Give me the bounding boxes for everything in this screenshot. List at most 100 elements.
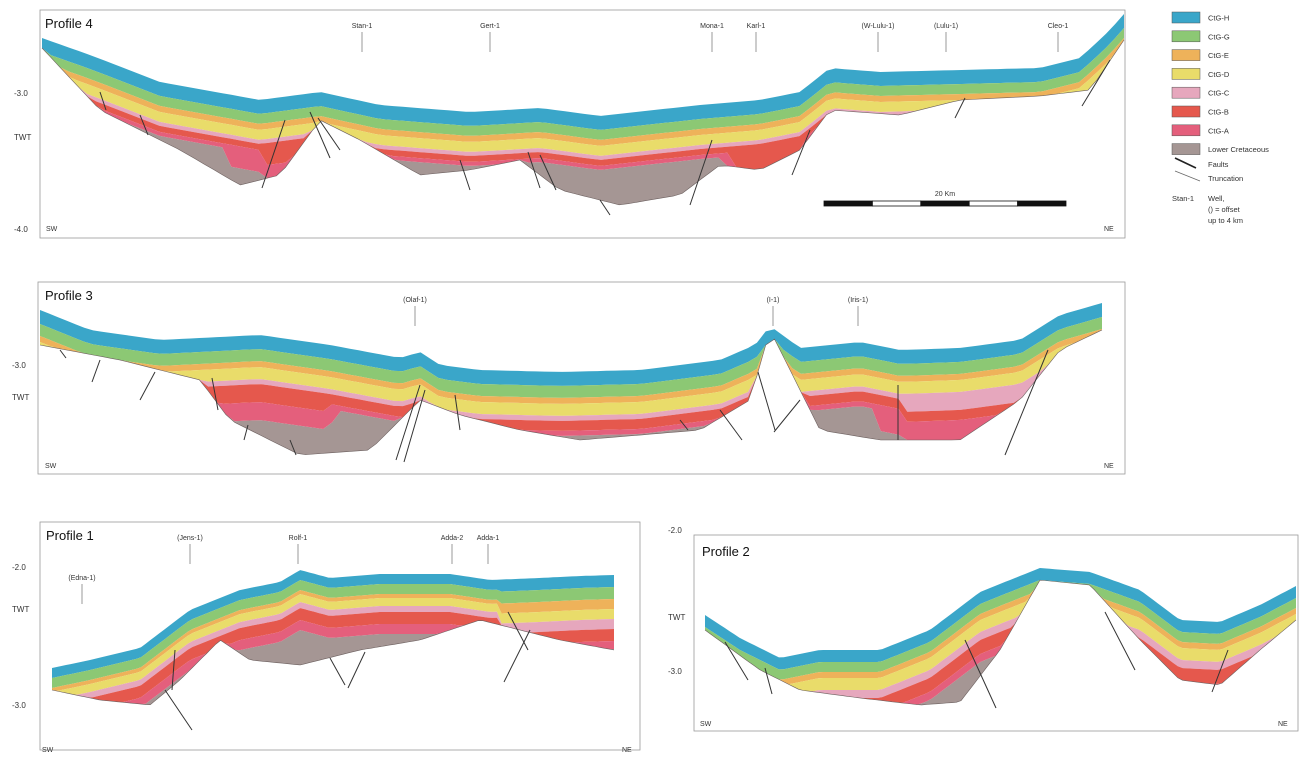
- profile-1-tick-0: -2.0: [12, 563, 26, 572]
- scale-bar-segment-2: [920, 200, 970, 207]
- legend-swatch-4: [1171, 86, 1201, 99]
- profile-4-lower-cretaceous: [42, 40, 1124, 205]
- profile-4-fault-11: [954, 97, 966, 119]
- profile-3-fault-5: [289, 439, 297, 456]
- profile-1-layer-ctg-c: [52, 602, 614, 698]
- profile-3-left-end: SW: [45, 463, 57, 470]
- profile-4-fault-12: [1081, 59, 1111, 107]
- profile-4-left-end: SW: [46, 226, 58, 233]
- profile-4-fault-10: [791, 129, 811, 176]
- profile-4-right-end: NE: [1104, 226, 1114, 233]
- profile-3-fault-4: [243, 424, 249, 441]
- profile-2-frame: [693, 534, 1299, 732]
- profile-2-fault-0: [724, 641, 749, 681]
- profile-1-tick-1: -3.0: [12, 701, 26, 710]
- profile-1-layer-ctg-b: [52, 608, 614, 703]
- profile-1-y-axis-label: TWT: [12, 605, 29, 614]
- profile-3-fault-14: [1004, 349, 1049, 456]
- profile-1-well-label-2: Rolf-1: [289, 535, 308, 542]
- profile-1-fault-0: [164, 689, 193, 731]
- profile-1-layer-ctg-h: [52, 570, 614, 678]
- profile-2-fault-2: [964, 639, 997, 709]
- profile-1-layer-ctg-d: [52, 594, 614, 695]
- profile-1-fault-5: [503, 629, 531, 683]
- profile-2-tick-1: -3.0: [668, 667, 682, 676]
- profile-3-fault-7: [403, 389, 426, 463]
- profile-3-fault-6: [395, 384, 421, 461]
- profile-1-left-end: SW: [42, 747, 54, 754]
- profile-4-fault-6: [527, 151, 541, 189]
- profile-1-fault-4: [507, 611, 529, 651]
- profile-4-fault-3: [309, 111, 331, 159]
- profile-2-fault-1: [764, 667, 773, 695]
- legend-well-symbol-label: Stan-1: [1172, 194, 1194, 203]
- profile-3-fault-0: [59, 349, 67, 359]
- profile-2-layer-ctg-g: [705, 580, 1296, 680]
- legend-well-text-0: Well,: [1208, 194, 1225, 203]
- profile-2-y-axis-label: TWT: [668, 613, 685, 622]
- profile-4-fault-9: [689, 139, 713, 206]
- profile-1: Profile 1 TWT -2.0 -3.0 SW NE (Edna-1) (Jens-1)…: [12, 528, 632, 754]
- profile-3-fault-9: [679, 419, 689, 431]
- profile-1-well-label-4: Adda-1: [477, 535, 500, 542]
- profile-4-scale-label: 20 Km: [935, 191, 955, 198]
- profile-2-tick-0: -2.0: [668, 526, 682, 535]
- legend-truncation-label: Truncation: [1208, 174, 1243, 183]
- legend-label-1: CtG-G: [1208, 32, 1230, 41]
- profile-4-well-label-4: (W-Lulu-1): [862, 23, 895, 30]
- profile-4-well-label-0: Stan-1: [352, 23, 373, 30]
- profile-3: Profile 3 TWT -3.0 SW NE (Olaf-1) (I-1) (Iris-1…: [12, 288, 1114, 470]
- profile-4-fault-2: [261, 119, 286, 189]
- profile-4-base-line: [41, 39, 1125, 206]
- profile-2-right-end: NE: [1278, 721, 1288, 728]
- scale-bar-segment-1: [872, 200, 922, 207]
- profile-4-title: Profile 4: [45, 16, 93, 31]
- legend-swatch-3: [1171, 68, 1201, 80]
- profile-3-well-label-1: (I-1): [767, 297, 780, 304]
- profile-3-layer-ctg-a: [40, 330, 1102, 440]
- profile-4-frame: [39, 9, 1126, 239]
- legend-label-5: CtG-B: [1208, 108, 1229, 117]
- profile-3-layer-ctg-e: [40, 329, 1102, 404]
- profile-3-lower-cretaceous: [40, 330, 1102, 455]
- profile-4-tick-1: -4.0: [14, 225, 28, 234]
- profile-1-layer-ctg-a: [52, 620, 614, 705]
- profile-1-title: Profile 1: [46, 528, 94, 543]
- profile-2-layer-ctg-h: [705, 568, 1296, 670]
- legend-label-4: CtG-C: [1208, 89, 1230, 98]
- profile-4-tick-0: -3.0: [14, 89, 28, 98]
- scale-bar-segment-4: [1017, 200, 1067, 207]
- profile-4-fault-1: [139, 114, 149, 136]
- profile-3-frame: [37, 281, 1126, 475]
- scale-bar-segment-0: [823, 200, 873, 207]
- legend-faults-label: Faults: [1208, 160, 1229, 169]
- profile-4-well-label-1: Gert-1: [480, 23, 500, 30]
- legend-well-text-2: up to 4 km: [1208, 216, 1243, 225]
- legend-label-6: CtG-A: [1208, 126, 1229, 135]
- profile-2-fault-4: [1211, 649, 1229, 693]
- profile-4-fault-5: [459, 159, 471, 191]
- profile-4-layer-ctg-d: [42, 40, 1124, 156]
- legend-truncation-symbol: [1174, 170, 1201, 182]
- profile-3-well-label-0: (Olaf-1): [403, 297, 427, 304]
- profile-1-right-end: NE: [622, 747, 632, 754]
- profile-3-fault-11: [757, 371, 776, 431]
- profile-3-layer-ctg-h: [40, 303, 1102, 386]
- profile-4: Profile 4 TWT -3.0 -4.0 SW NE Stan-1 Gert-1 Mona…: [14, 14, 1125, 234]
- profile-4-y-axis-label: TWT: [14, 133, 31, 142]
- profile-3-layer-ctg-d: [40, 330, 1102, 416]
- profile-3-fault-2: [139, 371, 156, 401]
- profile-3-fault-3: [211, 377, 219, 411]
- legend-swatch-0: [1171, 11, 1201, 24]
- profile-1-well-label-1: (Jens-1): [177, 535, 203, 542]
- profile-4-scale-bar: 20 Km: [823, 191, 1067, 207]
- profile-1-frame: [39, 521, 641, 751]
- profile-4-fault-8: [599, 199, 611, 216]
- profile-2: Profile 2 TWT -2.0 -3.0 SW NE: [668, 526, 1297, 728]
- profile-3-right-end: NE: [1104, 463, 1114, 470]
- profile-2-base-line: [704, 579, 1297, 706]
- profile-3-fault-10: [719, 409, 743, 441]
- legend-fault-symbol: [1174, 157, 1197, 169]
- profile-3-well-label-2: (Iris-1): [848, 297, 868, 304]
